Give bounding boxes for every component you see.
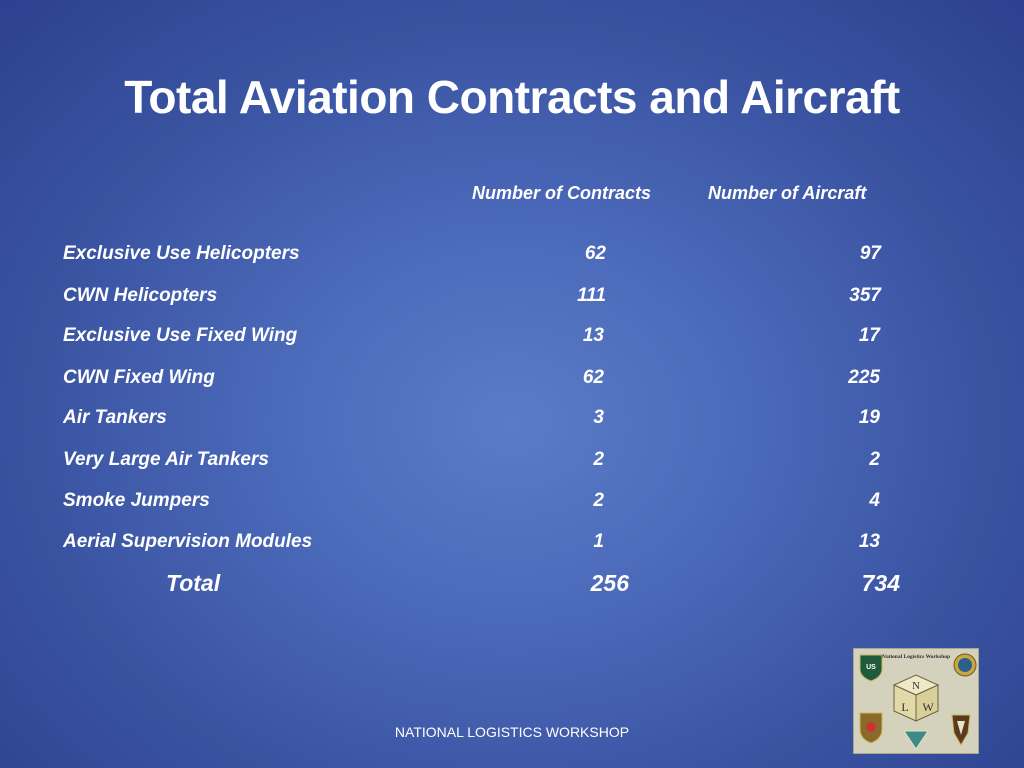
workshop-logo: US National Logistics Workshop N L W bbox=[853, 648, 979, 754]
row-contracts: 2 bbox=[593, 490, 604, 511]
row-label: Exclusive Use Fixed Wing bbox=[63, 325, 298, 346]
total-aircraft: 734 bbox=[861, 570, 900, 596]
row-contracts: 62 bbox=[582, 367, 604, 388]
row-aircraft: 13 bbox=[858, 531, 880, 552]
row-aircraft: 97 bbox=[859, 243, 881, 264]
row-aircraft: 225 bbox=[848, 367, 880, 388]
row-contracts: 62 bbox=[584, 243, 606, 264]
row-contracts: 111 bbox=[577, 285, 606, 306]
shield-icon: US bbox=[859, 654, 883, 682]
header-aircraft: Number of Aircraft bbox=[708, 183, 867, 203]
cube-icon: N L W bbox=[892, 674, 940, 722]
row-aircraft: 4 bbox=[869, 490, 880, 511]
row-label: Aerial Supervision Modules bbox=[63, 531, 313, 552]
triangle-badge-icon bbox=[903, 730, 929, 750]
header-contracts: Number of Contracts bbox=[472, 183, 652, 203]
slide-footer: NATIONAL LOGISTICS WORKSHOP bbox=[394, 724, 630, 740]
seal-icon bbox=[953, 653, 977, 677]
row-label: Very Large Air Tankers bbox=[63, 449, 269, 470]
eagle-badge-icon bbox=[859, 712, 883, 744]
row-contracts: 1 bbox=[593, 531, 604, 552]
row-aircraft: 19 bbox=[858, 407, 880, 428]
row-contracts: 2 bbox=[593, 449, 604, 470]
row-contracts: 13 bbox=[582, 325, 604, 346]
logo-letter-w: W bbox=[922, 700, 934, 714]
logo-badge-text: US bbox=[866, 664, 876, 671]
row-label: CWN Helicopters bbox=[63, 285, 218, 306]
total-contracts: 256 bbox=[590, 570, 629, 596]
logo-heading: National Logistics Workshop bbox=[882, 654, 950, 660]
total-label: Total bbox=[166, 570, 221, 596]
row-label: Exclusive Use Helicopters bbox=[63, 243, 300, 264]
row-aircraft: 17 bbox=[858, 325, 880, 346]
row-label: Smoke Jumpers bbox=[63, 490, 210, 511]
row-aircraft: 2 bbox=[869, 449, 880, 470]
slide-title: Total Aviation Contracts and Aircraft bbox=[124, 71, 900, 123]
row-label: CWN Fixed Wing bbox=[63, 367, 215, 388]
logo-letter-n: N bbox=[912, 680, 920, 692]
row-contracts: 3 bbox=[593, 407, 604, 428]
arrowhead-icon bbox=[951, 714, 971, 746]
row-aircraft: 357 bbox=[849, 285, 881, 306]
logo-letter-l: L bbox=[901, 700, 908, 714]
row-label: Air Tankers bbox=[63, 407, 167, 428]
